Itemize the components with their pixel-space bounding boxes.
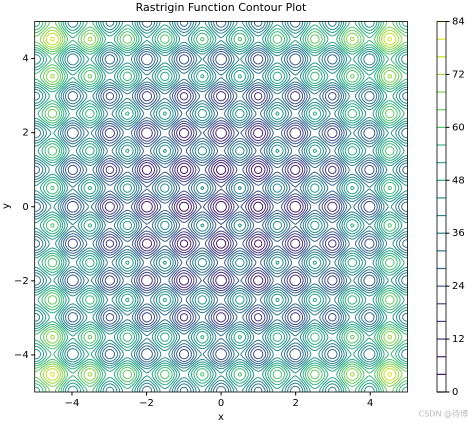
contour-line (34, 21, 408, 393)
contour-line (34, 21, 408, 393)
contour-line (45, 32, 397, 381)
plot-area (34, 21, 408, 393)
contour-line (34, 21, 408, 393)
contour-line (178, 164, 264, 249)
contour-line (34, 21, 408, 393)
contour-line (34, 21, 408, 393)
watermark: CSDN @待博 (419, 409, 468, 419)
y-tick-label: 2 (22, 128, 28, 139)
colorbar-tick-label: 60 (452, 122, 465, 133)
colorbar-frame (436, 21, 447, 393)
colorbar-tick-label: 36 (452, 228, 465, 239)
contour-line (102, 88, 341, 326)
colorbar-tick-label: 84 (452, 17, 465, 28)
contour-line (34, 21, 408, 393)
colorbar-tick-label: 48 (452, 175, 465, 186)
x-axis-label: x (218, 412, 224, 423)
chart-title: Rastrigin Function Contour Plot (136, 1, 307, 14)
x-tick-label: −2 (139, 398, 154, 409)
colorbar-tick-label: 12 (452, 334, 465, 345)
contour-line (34, 21, 408, 393)
plot-frame (34, 21, 408, 393)
contour-line (50, 36, 393, 377)
colorbar-tick-label: 24 (452, 281, 465, 292)
contour-line (66, 53, 376, 361)
colorbar-tick-label: 72 (452, 69, 465, 80)
y-tick-label: 0 (22, 202, 28, 213)
contour-line (34, 21, 408, 393)
contour-line (141, 127, 302, 287)
contour-line (34, 21, 408, 393)
contour-line (64, 51, 378, 363)
x-tick-label: 2 (292, 398, 298, 409)
y-tick-label: 4 (22, 54, 28, 65)
colorbar-tick-label: 0 (452, 387, 458, 398)
y-tick-label: −4 (14, 350, 29, 361)
x-tick-label: 4 (367, 398, 373, 409)
contour-line (104, 91, 338, 323)
y-axis-label: y (1, 203, 12, 209)
y-tick-label: −2 (14, 276, 29, 287)
x-tick-label: −4 (65, 398, 80, 409)
contour-line (39, 26, 403, 387)
contour-line (42, 29, 400, 384)
x-tick-label: 0 (218, 398, 224, 409)
contour-line (34, 21, 408, 393)
